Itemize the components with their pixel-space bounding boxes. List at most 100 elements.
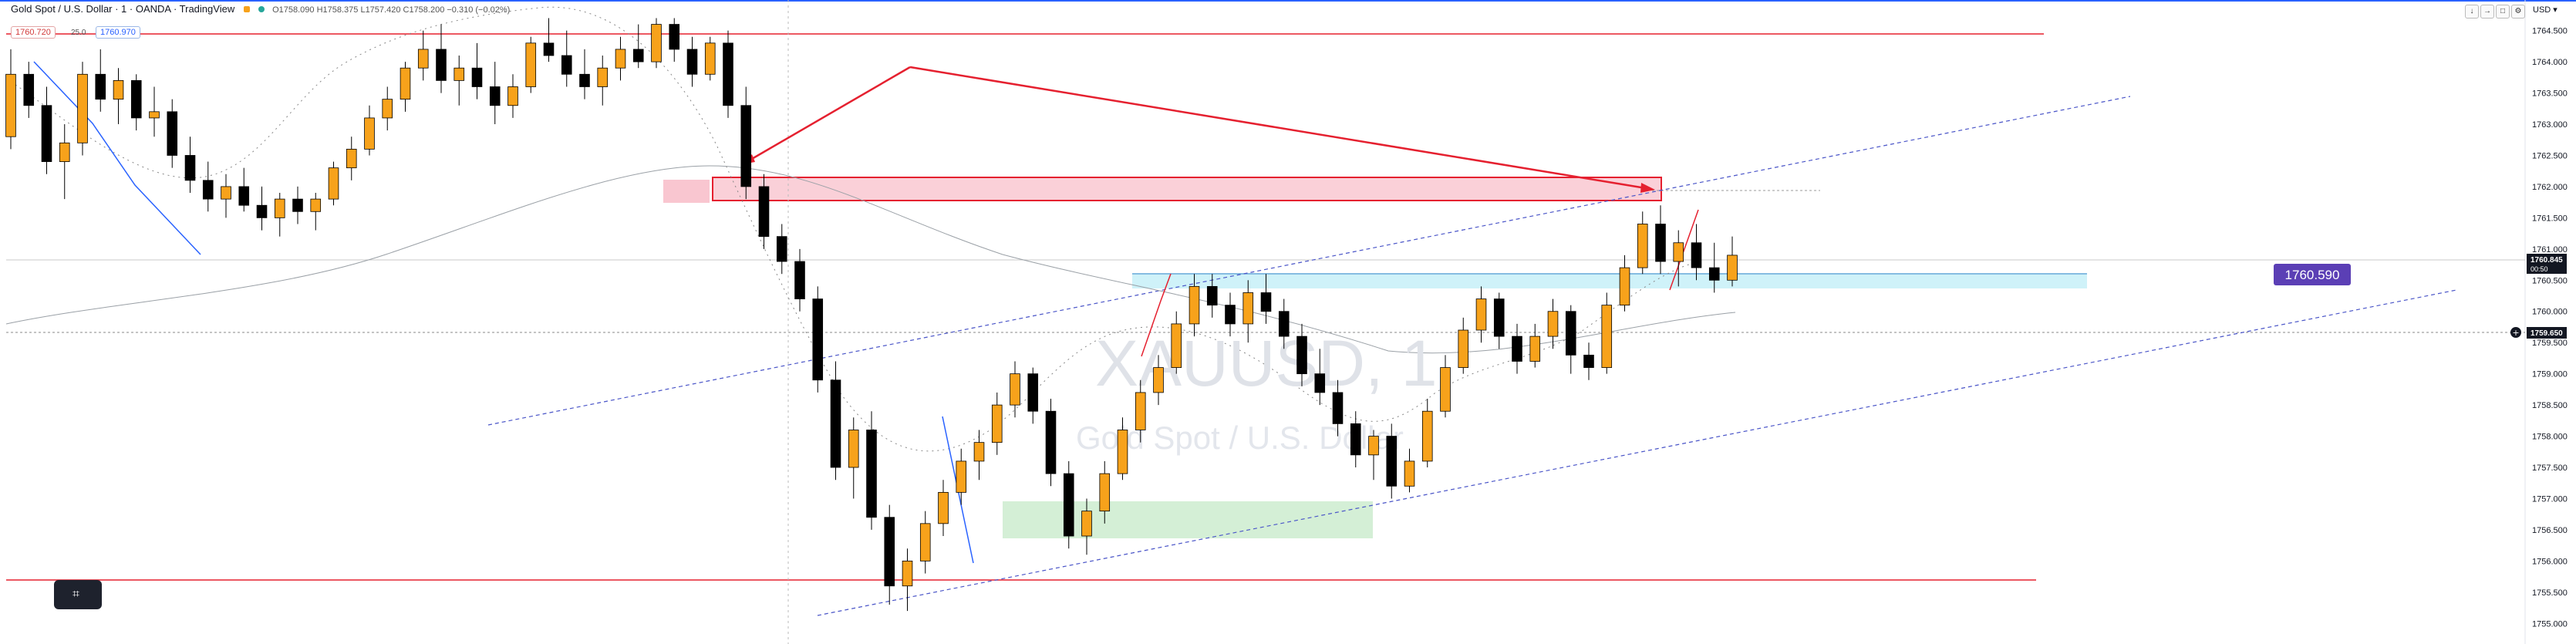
candle-bull [919,523,931,561]
candle-bear [830,379,841,468]
candle-bull [704,42,716,75]
price-tick-label: 1764.500 [2532,27,2568,36]
candle-bull [1673,242,1684,262]
crosshair-add-icon[interactable] [2510,327,2521,338]
price-axis: 1764.500 1764.000 1763.500 1763.000 1762.500… [2532,27,2568,629]
price-tick-label: 1762.500 [2532,151,2568,160]
candle-bear [866,430,877,518]
candle-bull [59,142,70,162]
candle-bear [686,49,698,75]
grid-icon: ⌗ [72,588,80,601]
candle-bear [489,86,501,106]
status-dot-orange [243,6,250,12]
support-zone [1132,273,2087,288]
candle-bull [113,79,124,100]
candle-bull [1153,367,1164,393]
candle-bear [1386,436,1398,487]
candle-bear [1493,298,1505,337]
right-arrow-icon: → [2483,7,2491,15]
candle-bull [597,67,609,87]
symbol-title[interactable]: Gold Spot / U.S. Dollar · 1 · OANDA · Tr… [11,3,235,15]
candle-bull [1135,392,1146,430]
candle-bull [417,49,429,69]
candle-bear [1512,335,1522,362]
watermark-name: Gold Spot / U.S. Dollar [1076,420,1404,456]
candle-bull [1189,285,1200,325]
candle-bull [1547,311,1559,337]
trend-drawing-1 [33,61,201,255]
currency-select[interactable]: USD ▾ [2533,5,2557,15]
candle-bear [1655,224,1666,262]
crosshair-price: 1759.650 [2530,329,2563,338]
candle-bear [632,49,644,62]
candle-bull [346,148,357,169]
arrow-head-right [1640,183,1655,193]
candle-bear [1314,373,1326,393]
candle-bull [453,67,465,81]
candle-bull [991,404,1003,443]
supply-zone-left [663,180,710,203]
down-arrow-icon: ↓ [2470,7,2474,15]
candle-bear [1063,473,1074,537]
sell-button[interactable]: 1760.720 [11,26,56,39]
candle-bull [1368,436,1379,456]
candle-bull [1637,224,1648,268]
price-tick-label: 1755.500 [2532,588,2568,598]
candle-bull [5,73,16,137]
maximize-icon: □ [2500,7,2506,15]
scroll-down-button[interactable]: ↓ [2465,5,2479,19]
object-tree-button[interactable]: ⌗ [54,580,102,609]
candle-bear [471,67,483,87]
candle-bull [651,24,662,62]
price-tick-label: 1763.500 [2532,89,2568,99]
supply-zone [712,177,1662,201]
candle-bear [1583,354,1594,368]
candle-bull [400,67,411,100]
price-tick-label: 1757.000 [2532,494,2568,504]
candle-bull [1242,292,1254,325]
candle-bull [1601,305,1613,368]
candle-bear [1206,285,1218,306]
candle-bull [1171,323,1182,368]
candle-bull [848,430,859,468]
buy-button[interactable]: 1760.970 [96,26,140,39]
candle-bear [1565,311,1576,356]
price-tick-label: 1759.500 [2532,339,2568,348]
scroll-right-button[interactable]: → [2480,5,2494,19]
zigzag-1 [1141,273,1172,357]
candle-bull [1727,255,1738,281]
arrow-to-zone-right [909,66,1651,191]
candle-bear [1278,311,1290,337]
candle-bear [1296,335,1307,375]
candle-bear [579,73,590,87]
price-tick-label: 1756.500 [2532,526,2568,535]
candle-bear [669,24,680,50]
price-tick-label: 1761.000 [2532,245,2568,255]
candle-bull [1117,430,1128,474]
channel-lower [817,289,2457,616]
candle-bull [1010,373,1020,406]
countdown: 00:50 [2530,265,2548,273]
status-dot-green [258,6,265,12]
candle-bear [776,236,787,262]
candle-bear [23,73,35,106]
crosshair-price-tag [2527,327,2567,339]
candle-bull [1458,329,1469,368]
price-tick-label: 1764.000 [2532,58,2568,67]
spread: 25.0 [71,29,86,37]
candle-bear [1045,410,1057,474]
price-tick-label: 1757.500 [2532,464,2568,473]
candle-bull [973,442,985,462]
signal-line [15,6,1698,452]
candle-bull [902,560,913,587]
ohlc-values: O1758.090 H1758.375 L1757.420 C1758.200 … [272,5,511,15]
settings-button[interactable]: ⚙ [2511,5,2525,19]
candle-bear [1691,242,1702,268]
candle-bull [615,49,626,69]
candle-bull [525,42,537,87]
maximize-button[interactable]: □ [2496,5,2510,19]
zigzag-2 [1669,209,1699,291]
currency-label: USD [2533,5,2551,15]
candles-layer [5,18,1738,612]
